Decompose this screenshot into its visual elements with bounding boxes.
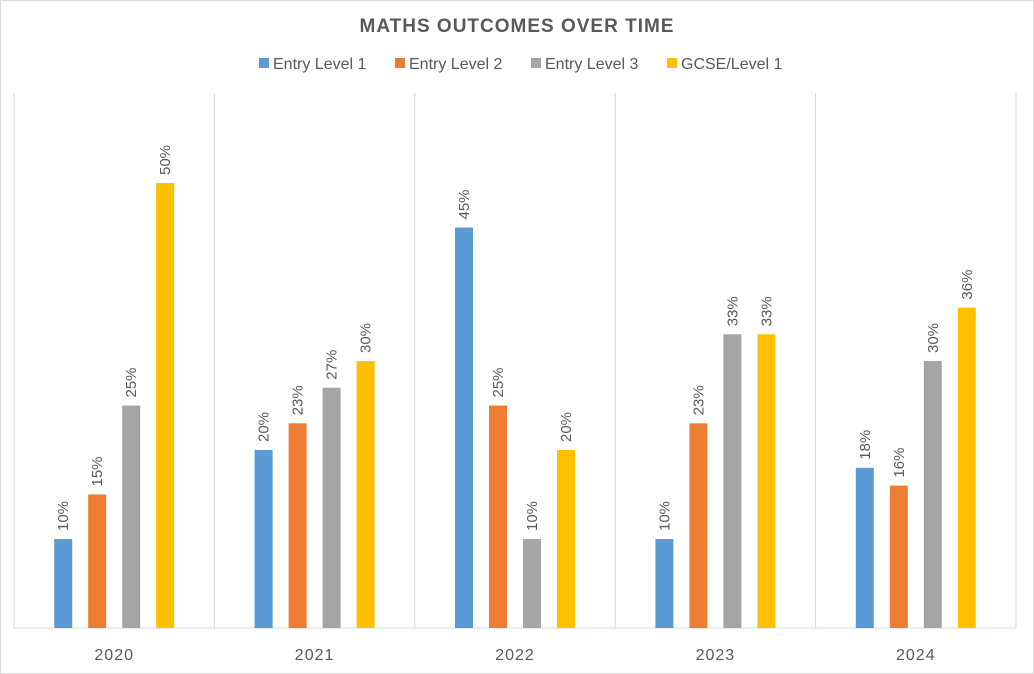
bar-2024-series-2 bbox=[889, 485, 908, 628]
data-label-2024-series-3: 30% bbox=[925, 323, 942, 353]
data-label-2022-series-1: 45% bbox=[456, 189, 473, 219]
legend-swatch-1 bbox=[259, 58, 269, 68]
category-label-2022: 2022 bbox=[495, 647, 535, 664]
data-label-2021-series-1: 20% bbox=[256, 412, 273, 442]
data-label-2020-series-3: 25% bbox=[123, 367, 140, 397]
bar-2022-series-2 bbox=[489, 405, 507, 628]
bar-2020-series-4 bbox=[156, 183, 175, 628]
bar-2020-series-2 bbox=[88, 494, 107, 628]
bar-2021-series-3 bbox=[322, 387, 341, 628]
legend-swatch-2 bbox=[395, 58, 405, 68]
chart-title: MATHS OUTCOMES OVER TIME bbox=[360, 16, 675, 37]
bar-2022-series-3 bbox=[523, 539, 541, 628]
category-label-2021: 2021 bbox=[295, 647, 335, 664]
bar-2021-series-1 bbox=[254, 450, 273, 628]
bar-2020-series-3 bbox=[122, 405, 141, 628]
legend-label-1: Entry Level 1 bbox=[273, 56, 366, 73]
legend-swatch-4 bbox=[667, 58, 677, 68]
bar-2023-series-2 bbox=[689, 423, 708, 628]
chart-grid bbox=[13, 93, 1017, 629]
legend-swatch-3 bbox=[531, 58, 541, 68]
data-label-2021-series-4: 30% bbox=[358, 323, 375, 353]
chart-legend: Entry Level 1 Entry Level 2 Entry Level 3 G… bbox=[259, 56, 782, 73]
data-label-2023-series-2: 23% bbox=[690, 385, 707, 415]
bar-2023-series-4 bbox=[757, 334, 776, 628]
legend-label-4: GCSE/Level 1 bbox=[681, 56, 782, 73]
chart-data-labels: 10% 15% 25% 50% 20% 23% 27% 30% 45% 25% 10% 20% 10% 2… bbox=[55, 145, 976, 531]
legend-label-3: Entry Level 3 bbox=[545, 56, 638, 73]
bar-2022-series-1 bbox=[455, 227, 473, 628]
bar-2024-series-4 bbox=[957, 307, 976, 628]
bar-2024-series-1 bbox=[855, 467, 874, 628]
data-label-2023-series-3: 33% bbox=[724, 296, 741, 326]
category-label-2020: 2020 bbox=[94, 647, 134, 664]
chart-bars bbox=[54, 183, 976, 628]
data-label-2023-series-1: 10% bbox=[656, 501, 673, 531]
data-label-2022-series-2: 25% bbox=[490, 367, 507, 397]
data-label-2024-series-4: 36% bbox=[959, 270, 976, 300]
bar-2021-series-2 bbox=[288, 423, 307, 628]
data-label-2020-series-1: 10% bbox=[55, 501, 72, 531]
bar-2021-series-4 bbox=[356, 361, 375, 628]
data-label-2021-series-2: 23% bbox=[290, 385, 307, 415]
data-label-2020-series-4: 50% bbox=[157, 145, 174, 175]
bar-2020-series-1 bbox=[54, 539, 73, 628]
legend-label-2: Entry Level 2 bbox=[409, 56, 502, 73]
data-label-2020-series-2: 15% bbox=[89, 456, 106, 486]
chart-category-labels: 2020 2021 2022 2023 2024 bbox=[94, 647, 936, 664]
data-label-2021-series-3: 27% bbox=[324, 350, 341, 380]
bar-2022-series-4 bbox=[557, 450, 575, 628]
data-label-2022-series-4: 20% bbox=[558, 412, 575, 442]
data-label-2022-series-3: 10% bbox=[524, 501, 541, 531]
category-label-2024: 2024 bbox=[896, 647, 936, 664]
data-label-2024-series-1: 18% bbox=[857, 430, 874, 460]
bar-2024-series-3 bbox=[923, 361, 942, 628]
bar-2023-series-1 bbox=[655, 539, 674, 628]
data-label-2024-series-2: 16% bbox=[891, 448, 908, 478]
category-label-2023: 2023 bbox=[696, 647, 736, 664]
bar-2023-series-3 bbox=[723, 334, 742, 628]
data-label-2023-series-4: 33% bbox=[758, 296, 775, 326]
